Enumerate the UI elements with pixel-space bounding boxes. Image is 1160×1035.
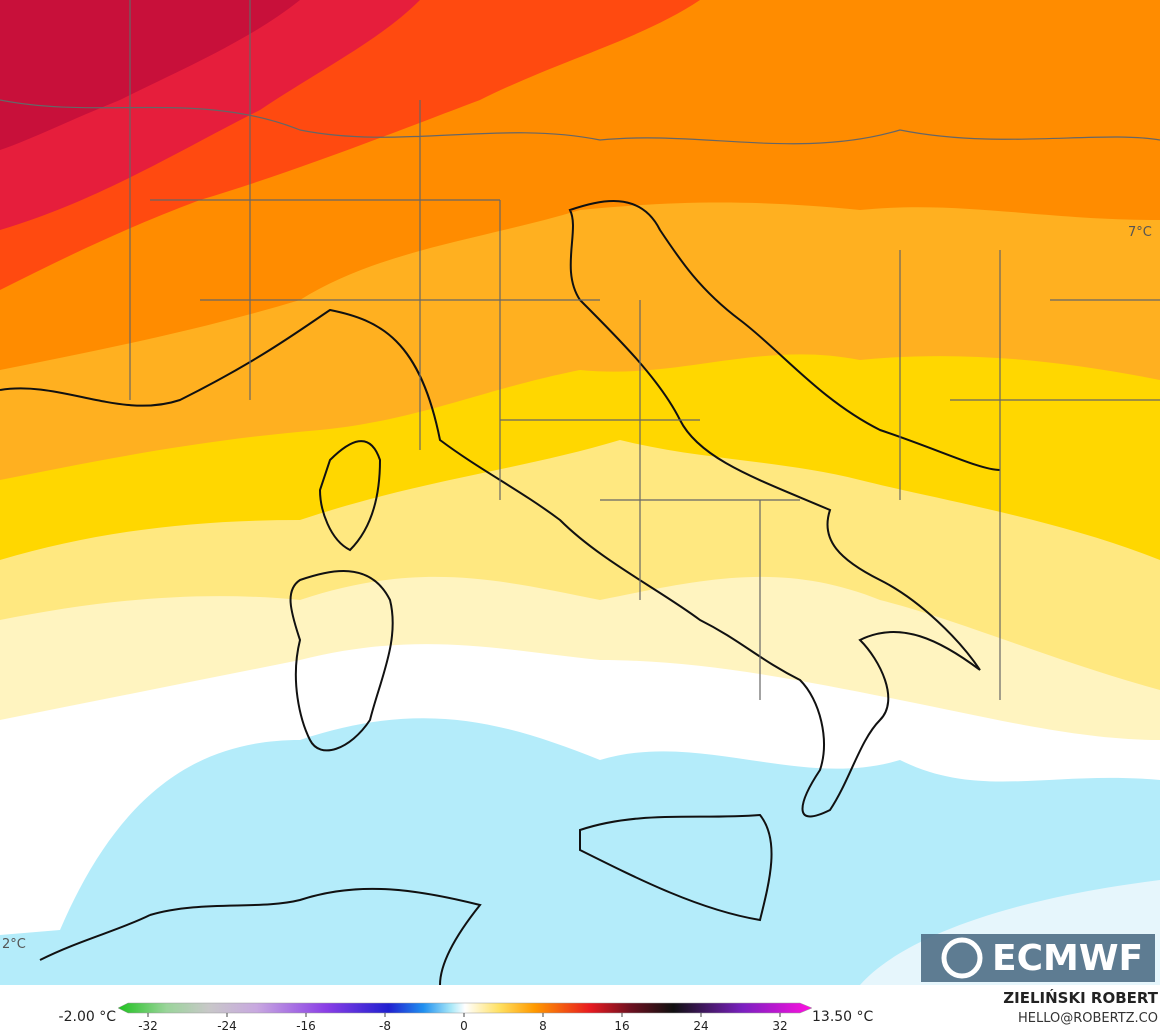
logo-text: ECMWF bbox=[992, 938, 1143, 979]
map-label: 2°C bbox=[2, 937, 26, 952]
credit-name: ZIELIŃSKI ROBERT bbox=[1003, 988, 1158, 1007]
tick-label: 8 bbox=[539, 1019, 547, 1033]
tick-label: -8 bbox=[379, 1019, 391, 1033]
logo: ECMWF bbox=[921, 934, 1155, 982]
tick-label: 16 bbox=[614, 1019, 629, 1033]
credit-email: HELLO@ROBERTZ.CO bbox=[1018, 1011, 1158, 1026]
colorbar bbox=[117, 1002, 813, 1014]
tick-label: -24 bbox=[217, 1019, 237, 1033]
legend: -2.00 °C 13.50 °C -32 -24 -16 -8 0 8 16 24 32 bbox=[59, 1002, 874, 1033]
tick-label: -32 bbox=[138, 1019, 158, 1033]
legend-max: 13.50 °C bbox=[812, 1009, 874, 1025]
tick-label: 24 bbox=[693, 1019, 708, 1033]
legend-min: -2.00 °C bbox=[59, 1009, 117, 1025]
map: 7°C 2°C bbox=[0, 0, 1160, 986]
tick-label: 0 bbox=[460, 1019, 468, 1033]
tick-label: 32 bbox=[772, 1019, 787, 1033]
tick-label: -16 bbox=[296, 1019, 316, 1033]
map-label: 7°C bbox=[1128, 225, 1152, 240]
